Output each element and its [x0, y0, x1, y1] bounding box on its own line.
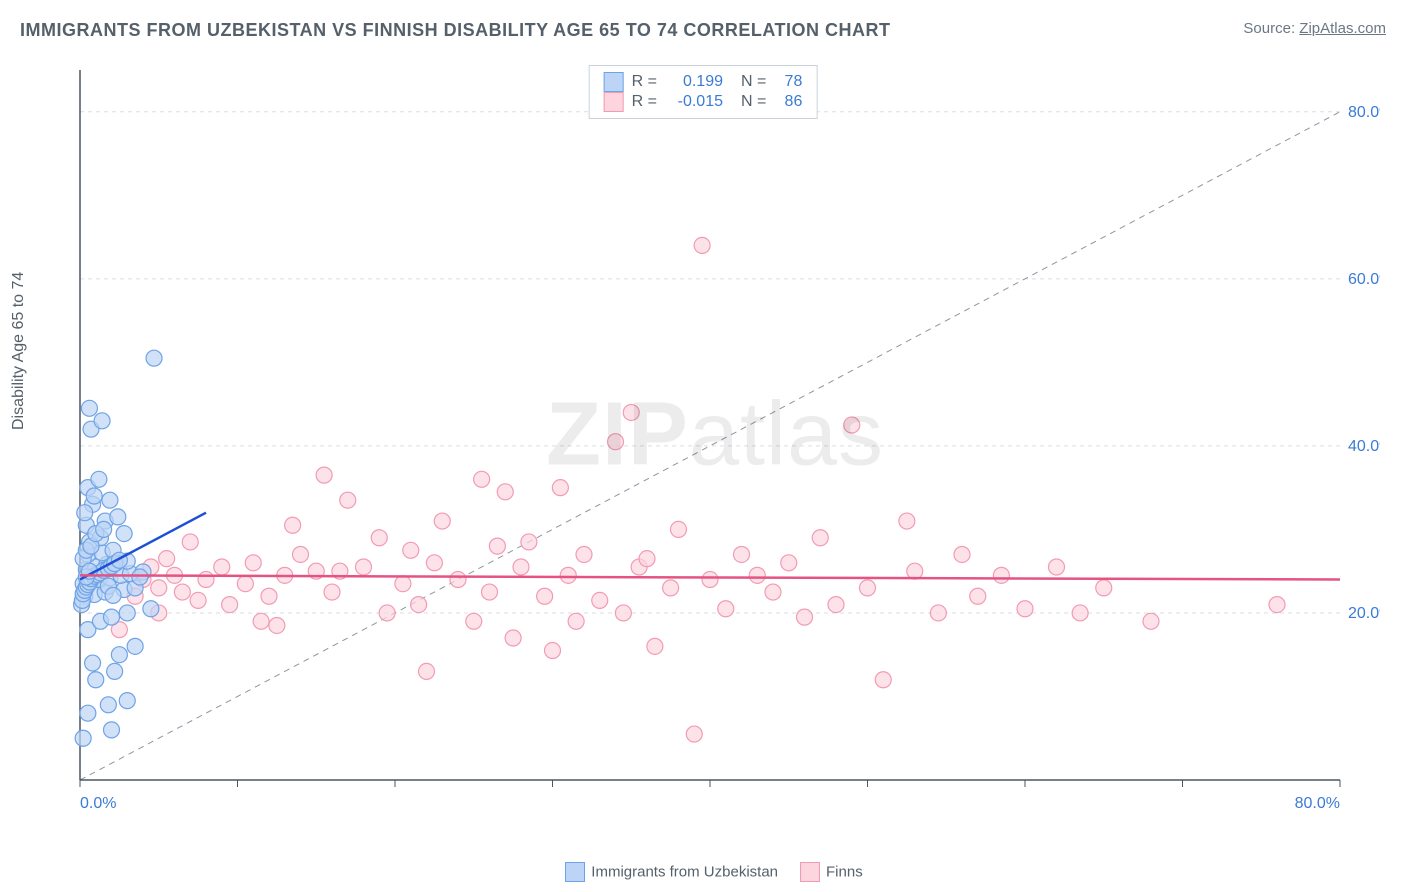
source-link[interactable]: ZipAtlas.com [1299, 20, 1386, 37]
svg-text:40.0%: 40.0% [1348, 438, 1380, 455]
legend-swatch [604, 92, 624, 112]
source-prefix: Source: [1243, 20, 1299, 37]
chart-title: IMMIGRANTS FROM UZBEKISTAN VS FINNISH DI… [20, 20, 891, 41]
svg-text:80.0%: 80.0% [1295, 795, 1340, 812]
legend-r-value: 0.199 [665, 73, 723, 91]
legend-label: Immigrants from Uzbekistan [591, 864, 778, 881]
legend-swatch [604, 72, 624, 92]
legend-swatch [800, 862, 820, 882]
legend-r-value: -0.015 [665, 93, 723, 111]
legend-n-label: N = [741, 73, 766, 91]
series-legend: Immigrants from Uzbekistan Finns [0, 862, 1406, 882]
chart-frame: IMMIGRANTS FROM UZBEKISTAN VS FINNISH DI… [0, 0, 1406, 892]
legend-n-value: 86 [774, 93, 802, 111]
plot-area: 20.0%40.0%60.0%80.0%0.0%80.0% ZIPatlas [50, 60, 1380, 820]
correlation-legend: R = 0.199 N = 78 R = -0.015 N = 86 [589, 65, 818, 119]
source-label: Source: ZipAtlas.com [1243, 20, 1386, 37]
legend-swatch [565, 862, 585, 882]
svg-text:20.0%: 20.0% [1348, 605, 1380, 622]
legend-r-label: R = [632, 93, 657, 111]
scatter-chart: 20.0% 40.0% 60.0% 80.0% 0.0% 80.0% [50, 60, 1380, 820]
legend-n-value: 78 [774, 73, 802, 91]
svg-text:60.0%: 60.0% [1348, 271, 1380, 288]
svg-text:0.0%: 0.0% [80, 795, 116, 812]
legend-n-label: N = [741, 93, 766, 111]
legend-r-label: R = [632, 73, 657, 91]
svg-text:80.0%: 80.0% [1348, 104, 1380, 121]
legend-label: Finns [826, 864, 863, 881]
y-axis-label: Disability Age 65 to 74 [10, 272, 28, 430]
